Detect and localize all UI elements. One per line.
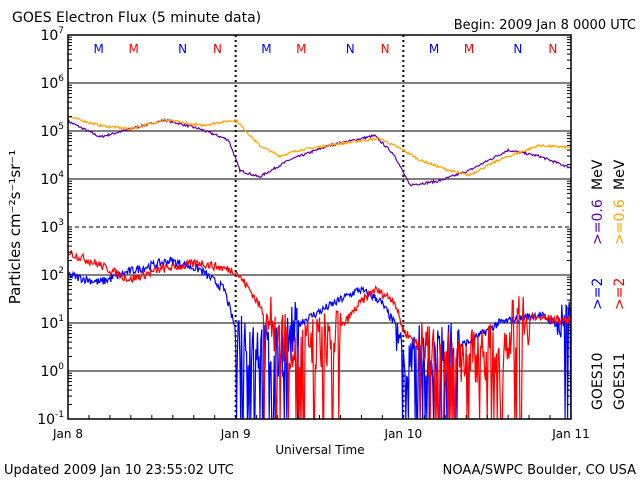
legend-entry: MeV — [612, 159, 628, 190]
y-tick-label: 104 — [40, 170, 64, 188]
local-time-marker: M — [296, 42, 306, 56]
legend-entry: >=2 — [612, 278, 628, 310]
y-tick-label: 101 — [40, 314, 64, 332]
updated-label: Updated 2009 Jan 10 23:55:02 UTC — [4, 463, 234, 478]
y-tick-label: 100 — [40, 362, 64, 380]
legend-entry: MeV — [590, 159, 606, 190]
chart-title: GOES Electron Flux (5 minute data) — [12, 10, 261, 26]
y-tick-label: 10-1 — [37, 410, 64, 428]
legend-entry: GOES10 — [590, 353, 606, 410]
legend-entry: >=0.6 — [612, 199, 628, 245]
y-tick-label: 106 — [40, 74, 64, 92]
series-line-goes11-0-6-mev — [67, 116, 572, 178]
credit-label: NOAA/SWPC Boulder, CO USA — [443, 463, 636, 478]
local-time-marker: N — [346, 42, 355, 56]
y-tick-label: 105 — [40, 122, 64, 140]
y-tick-label: 103 — [40, 218, 64, 236]
x-tick-label: Jan 8 — [52, 427, 83, 441]
local-time-marker: M — [261, 42, 271, 56]
local-time-marker: M — [94, 42, 104, 56]
y-tick-label: 107 — [40, 26, 64, 44]
x-axis-label: Universal Time — [275, 443, 364, 457]
local-time-marker: N — [213, 42, 222, 56]
legend-entry: GOES11 — [612, 353, 628, 410]
local-time-marker: N — [178, 42, 187, 56]
series-line-goes11-2-mev — [67, 250, 572, 420]
local-time-marker: N — [381, 42, 390, 56]
series-line-goes10-2-mev — [67, 256, 572, 420]
legend-entry: >=2 — [590, 278, 606, 310]
x-tick-label: Jan 10 — [384, 427, 423, 441]
legend-entry: >=0.6 — [590, 199, 606, 245]
local-time-marker: M — [429, 42, 439, 56]
local-time-marker: N — [548, 42, 557, 56]
begin-label: Begin: 2009 Jan 8 0000 UTC — [454, 18, 636, 33]
local-time-marker: M — [128, 42, 138, 56]
y-tick-label: 102 — [40, 266, 64, 284]
series-line-goes10-0-6-mev — [67, 117, 572, 187]
x-tick-label: Jan 11 — [551, 427, 590, 441]
y-axis-label: Particles cm⁻²s⁻¹sr⁻¹ — [6, 150, 24, 304]
local-time-marker: N — [513, 42, 522, 56]
x-tick-label: Jan 9 — [220, 427, 251, 441]
local-time-marker: M — [464, 42, 474, 56]
